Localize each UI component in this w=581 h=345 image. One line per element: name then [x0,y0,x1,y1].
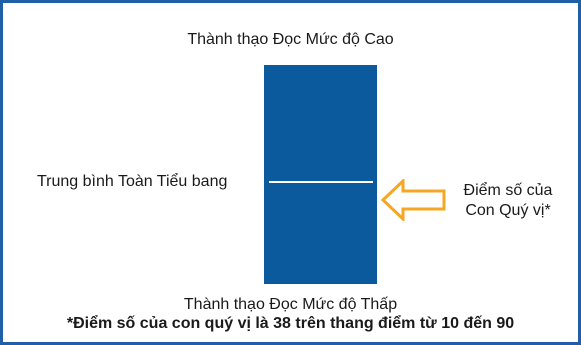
state-average-label: Trung bình Toàn Tiểu bang [37,173,227,191]
high-proficiency-label: Thành thạo Đọc Mức độ Cao [3,31,578,49]
state-average-line [269,181,373,183]
child-score-label-line2: Con Quý vị* [447,201,569,221]
child-score-label: Điểm số của Con Quý vị* [447,181,569,221]
score-range-bar [264,65,377,284]
score-footnote: *Điểm số của con quý vị là 38 trên thang… [0,315,581,333]
child-score-label-line1: Điểm số của [447,181,569,201]
low-proficiency-label: Thành thạo Đọc Mức độ Thấp [3,296,578,314]
arrow-left-icon [381,179,447,221]
